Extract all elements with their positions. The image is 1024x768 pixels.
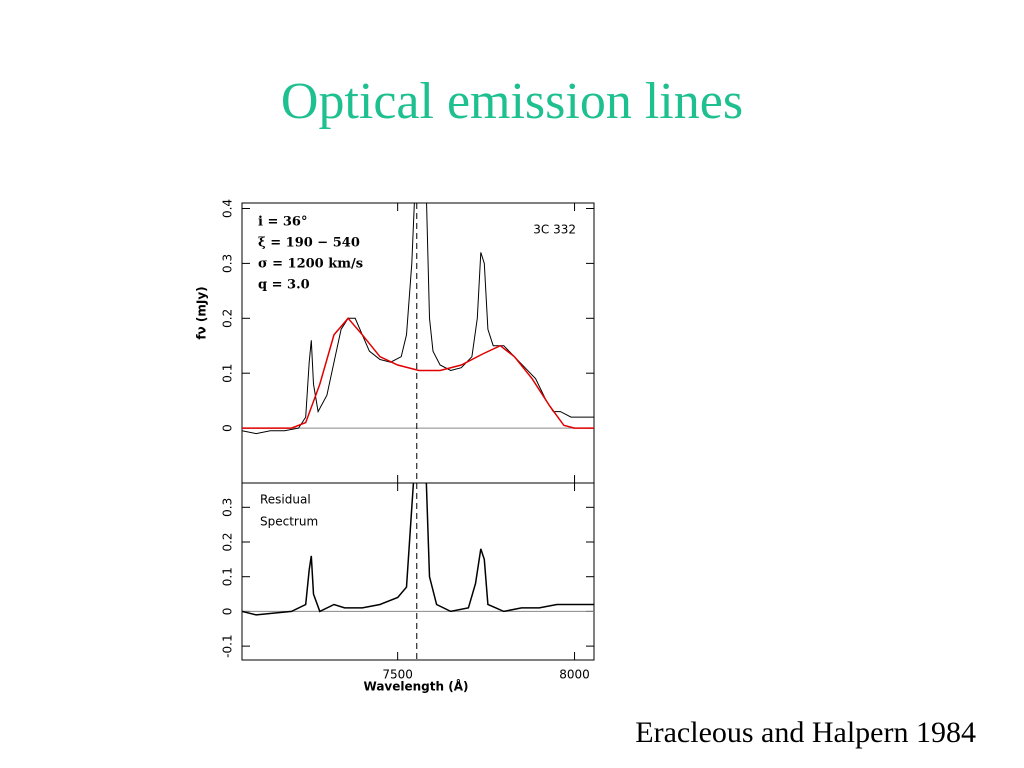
y-tick-label: 0.3 bbox=[221, 254, 235, 273]
y-axis-label: fν (mJy) bbox=[195, 286, 209, 339]
y-tick-label: 0.2 bbox=[221, 532, 235, 551]
annotation: i = 36° bbox=[258, 215, 307, 230]
y-tick-label: 0.2 bbox=[221, 309, 235, 328]
annotation: Residual bbox=[260, 493, 311, 507]
x-axis-label: Wavelength (Å) bbox=[364, 679, 469, 694]
y-tick-label: 0.4 bbox=[221, 199, 235, 218]
y-tick-label: 0 bbox=[221, 424, 235, 432]
y-tick-label: 0.1 bbox=[221, 364, 235, 383]
series-line bbox=[242, 483, 594, 616]
y-tick-label: 0 bbox=[221, 608, 235, 616]
y-tick-label: -0.1 bbox=[221, 634, 235, 657]
slide-title: Optical emission lines bbox=[280, 73, 744, 130]
y-tick-label: 0.1 bbox=[221, 567, 235, 586]
annotation: q = 3.0 bbox=[258, 278, 310, 293]
annotation: Spectrum bbox=[260, 515, 318, 529]
annotation: ξ = 190 − 540 bbox=[258, 236, 360, 251]
annotation: σ = 1200 km/s bbox=[258, 257, 363, 272]
panel-label: 3C 332 bbox=[533, 223, 576, 237]
y-tick-label: 0.3 bbox=[221, 498, 235, 517]
x-tick-label: 7500 bbox=[382, 668, 413, 682]
caption: Eracleous and Halpern 1984 bbox=[635, 716, 976, 749]
series-line bbox=[242, 317, 594, 429]
plot-frame bbox=[241, 482, 595, 661]
x-tick-label: 8000 bbox=[559, 668, 590, 682]
